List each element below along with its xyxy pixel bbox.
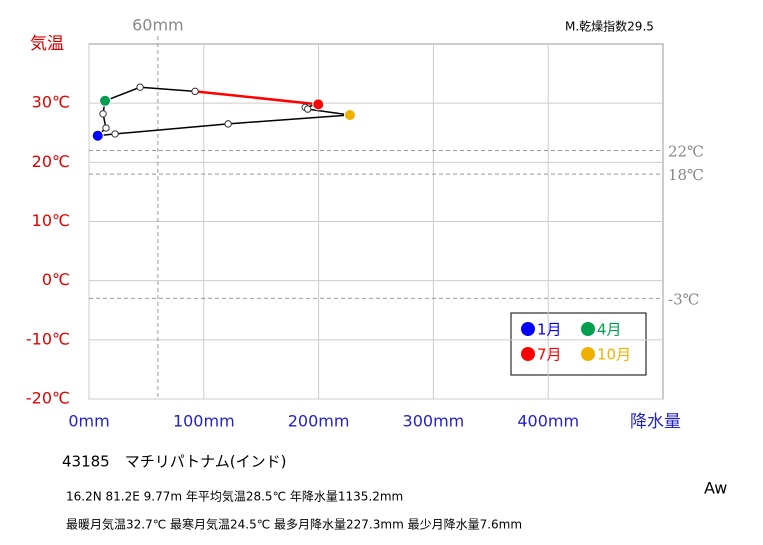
point (303, 105, 312, 113)
y-tick-label: -10℃ (26, 329, 70, 348)
x-tick-label: 400mm (517, 412, 579, 431)
point (99, 110, 107, 118)
legend-label: 4月 (597, 321, 622, 339)
index-label: M.乾燥指数29.5 (565, 19, 654, 34)
point (136, 83, 144, 91)
x-axis-label: 降水量 (630, 412, 681, 432)
x-tick-label: 200mm (288, 412, 350, 431)
legend-marker (581, 347, 595, 361)
line-segment (104, 86, 141, 102)
legend-label: 7月 (537, 346, 562, 364)
point (99, 94, 112, 107)
point (343, 109, 356, 121)
line-segment (228, 114, 350, 125)
x-tick-label: 0mm (68, 412, 109, 431)
y-axis-label: 気温 (30, 34, 64, 54)
legend-marker (581, 322, 595, 336)
reference-label: 60mm (132, 16, 184, 35)
legend-marker (521, 347, 535, 361)
legend-box (510, 312, 647, 376)
y-tick-label: 0℃ (42, 270, 70, 289)
point (191, 87, 199, 96)
point (312, 98, 325, 111)
line-segment (114, 123, 229, 135)
reference-label: -3℃ (668, 290, 699, 308)
point (102, 124, 110, 132)
legend-label: 1月 (537, 321, 562, 339)
line-segment (307, 108, 351, 116)
line-segment (140, 86, 196, 93)
legend-label: 10月 (597, 346, 631, 364)
info: 16.2N 81.2E 9.77m 年平均気温28.5℃ 年降水量1135.2m… (66, 489, 403, 504)
point (91, 129, 104, 142)
point (224, 120, 232, 128)
x-tick-label: 300mm (403, 412, 465, 431)
reference-label: 22℃ (668, 143, 704, 161)
info: 最暖月気温32.7℃ 最寒月気温24.5℃ 最多月降水量227.3mm 最少月降… (66, 517, 522, 532)
climate-class: Aw (704, 479, 727, 498)
y-tick-label: 30℃ (32, 93, 70, 112)
x-tick-label: 100mm (173, 412, 235, 431)
reference-label: 18℃ (668, 166, 704, 184)
station: 43185 マチリパトナム(インド) (62, 453, 286, 471)
y-tick-label: 10℃ (32, 211, 70, 230)
y-tick-label: -20℃ (26, 389, 70, 408)
point (111, 130, 119, 138)
legend-marker (521, 322, 535, 336)
line-segment (194, 90, 319, 106)
y-tick-label: 20℃ (32, 152, 70, 171)
